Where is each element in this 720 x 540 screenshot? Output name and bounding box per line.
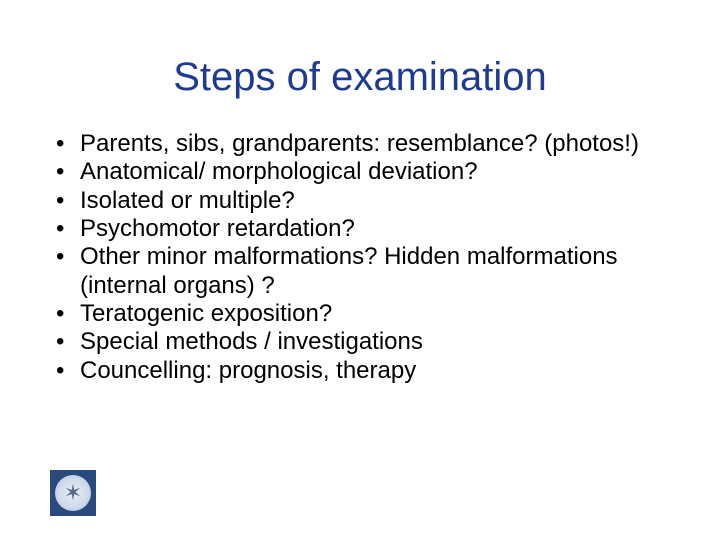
bullet-text: Anatomical/ morphological deviation? [80,158,478,185]
slide-title: Steps of examination [0,55,720,100]
list-item: Councelling: prognosis, therapy [50,357,660,385]
logo-background: ✶ [50,470,96,516]
slide: Steps of examination Parents, sibs, gran… [0,0,720,540]
list-item: Parents, sibs, grandparents: resemblance… [50,130,660,158]
list-item: Teratogenic exposition? [50,300,660,328]
bullet-text: Parents, sibs, grandparents: resemblance… [80,130,639,157]
bullet-text: Councelling: prognosis, therapy [80,357,416,384]
bullet-text: Teratogenic exposition? [80,300,332,327]
list-item: Other minor malformations? Hidden malfor… [50,243,660,300]
vitruvian-icon: ✶ [64,482,82,504]
bullet-text: Psychomotor retardation? [80,215,355,242]
bullet-text: Other minor malformations? Hidden malfor… [80,243,618,298]
list-item: Psychomotor retardation? [50,215,660,243]
bullet-text: Special methods / investigations [80,328,423,355]
bullet-text: Isolated or multiple? [80,187,295,214]
logo-circle: ✶ [55,475,91,511]
list-item: Anatomical/ morphological deviation? [50,158,660,186]
list-item: Special methods / investigations [50,328,660,356]
logo: ✶ [50,470,96,516]
bullet-list: Parents, sibs, grandparents: resemblance… [50,130,660,385]
list-item: Isolated or multiple? [50,187,660,215]
